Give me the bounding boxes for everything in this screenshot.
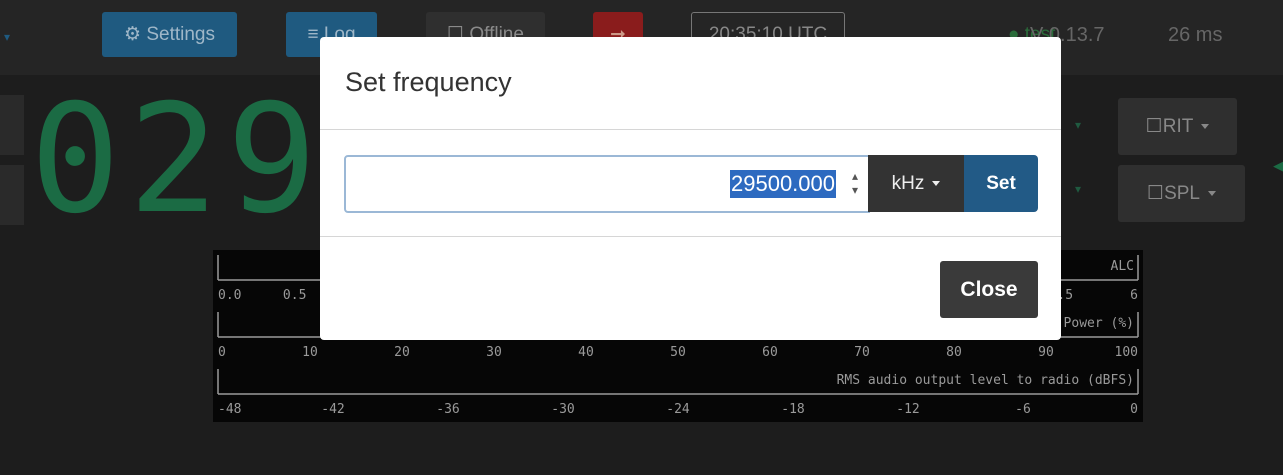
settings-button[interactable]: ⚙ Settings — [102, 12, 237, 57]
caret: ▾ — [4, 30, 11, 44]
scale-label: -36 — [436, 402, 459, 417]
latency: 26 ms — [1168, 24, 1223, 46]
separator — [320, 236, 1061, 237]
input-value: 29500.000 — [730, 170, 836, 198]
scale-label: -18 — [781, 402, 804, 417]
scale-label: 70 — [854, 345, 870, 360]
rit-button[interactable]: ☐ RIT — [1118, 98, 1237, 155]
scale-label: 40 — [578, 345, 594, 360]
scale-label: -30 — [551, 402, 574, 417]
scale-title: RMS audio output level to radio (dBFS) — [837, 373, 1134, 388]
scale-label: -6 — [1015, 402, 1031, 417]
scale-label: 20 — [394, 345, 410, 360]
caret: ▾ — [1075, 118, 1082, 132]
unit-label: kHz — [891, 172, 925, 194]
scale-label: 90 — [1038, 345, 1054, 360]
scale-title: Power (%) — [1064, 316, 1134, 331]
spinner[interactable]: ▴ ▾ — [851, 169, 858, 197]
scale-label: -42 — [321, 402, 344, 417]
scale-label: 6 — [1130, 288, 1138, 303]
scale-label: 60 — [762, 345, 778, 360]
dialog: Set frequency 29500.000 ▴ ▾ kHz Set Close — [320, 37, 1061, 340]
scale-label: -24 — [666, 402, 690, 417]
close-button[interactable]: Close — [940, 261, 1038, 318]
scale-title: ALC — [1111, 259, 1134, 274]
side-button[interactable] — [0, 95, 24, 155]
set-label: Set — [986, 172, 1016, 194]
scale-label: 0.5 — [283, 288, 306, 303]
unit-button[interactable]: kHz — [868, 155, 964, 212]
settings-label: Settings — [146, 23, 215, 45]
scale-label: 10 — [302, 345, 318, 360]
scale-label: 100 — [1115, 345, 1138, 360]
spl-label: SPL — [1164, 182, 1200, 204]
arrow: ◄ — [1268, 150, 1283, 180]
separator — [320, 129, 1061, 130]
scale-label: -48 — [218, 402, 241, 417]
scale-label: 80 — [946, 345, 962, 360]
set-button[interactable]: Set — [964, 155, 1038, 212]
dialog-title: Set frequency — [345, 67, 512, 97]
scale-label: -12 — [896, 402, 919, 417]
rit-label: RIT — [1162, 115, 1194, 137]
scale-label: 0 — [1130, 402, 1138, 417]
scale-label: 0 — [218, 345, 226, 360]
spl-button[interactable]: ☐ SPL — [1118, 165, 1245, 222]
frequency-input[interactable]: 29500.000 ▴ ▾ — [344, 155, 870, 213]
scale-label: 50 — [670, 345, 686, 360]
scale-label: 30 — [486, 345, 502, 360]
close-label: Close — [960, 277, 1018, 301]
side-button[interactable] — [0, 165, 24, 225]
caret: ▾ — [1075, 182, 1082, 196]
scale-label: 0.0 — [218, 288, 241, 303]
